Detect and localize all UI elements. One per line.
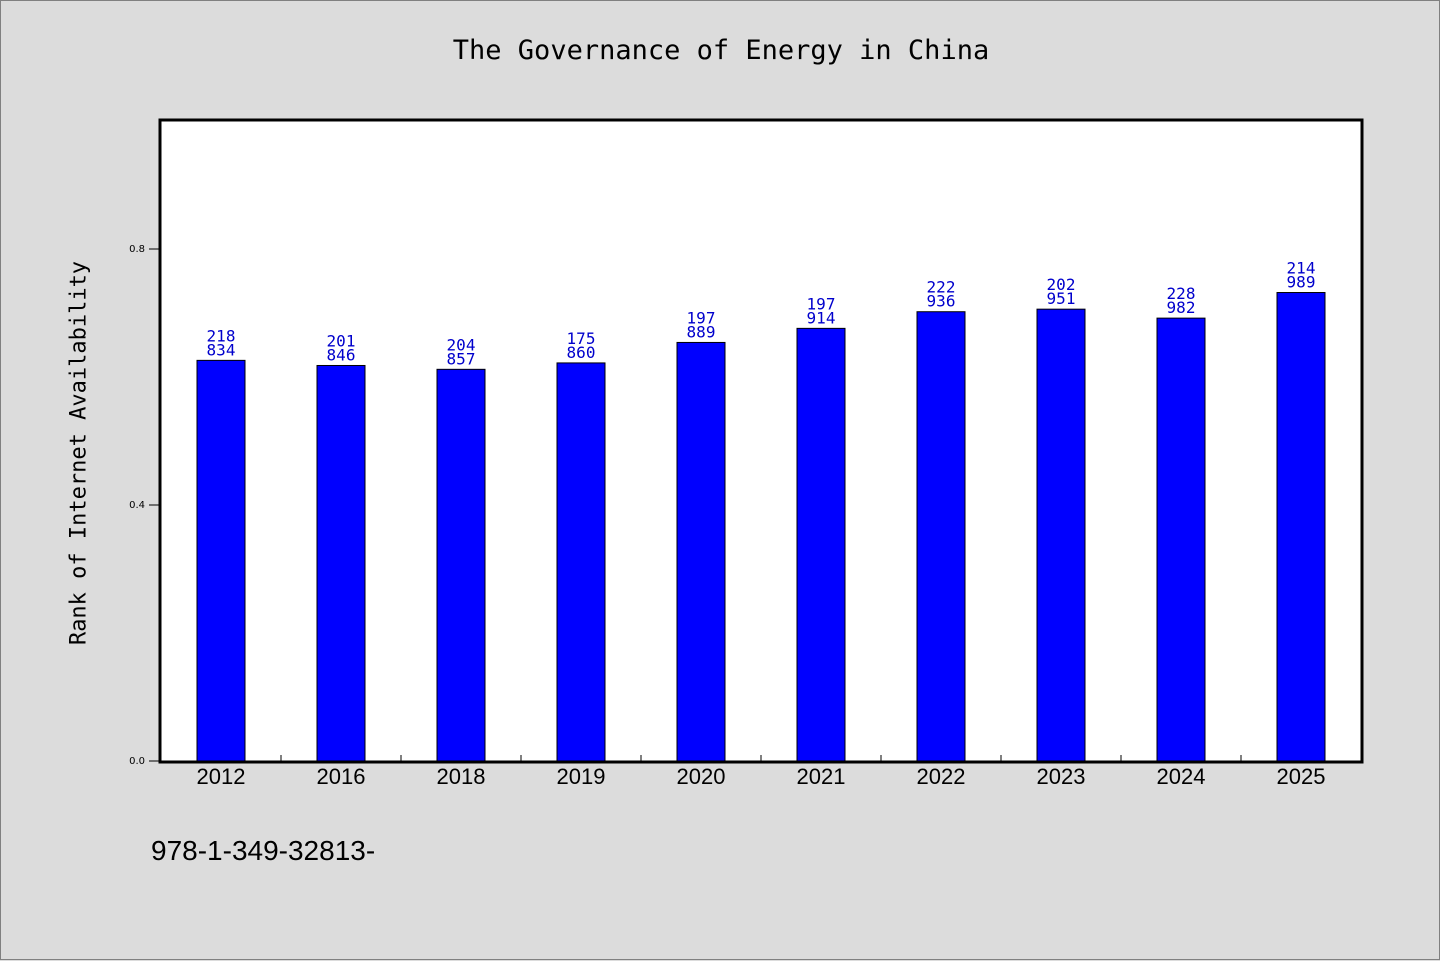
bar-label-bottom: 857 bbox=[447, 349, 476, 368]
y-tick-label: 0.8 bbox=[129, 244, 145, 255]
isbn-label: 978-1-349-32813- bbox=[151, 835, 376, 866]
bar-label-top: 218 bbox=[207, 326, 236, 345]
bar-label-bottom: 982 bbox=[1167, 298, 1196, 317]
x-tick-label: 2023 bbox=[1037, 764, 1086, 789]
bar-2016 bbox=[316, 364, 366, 762]
x-tick-label: 2024 bbox=[1157, 764, 1206, 789]
y-ticks-group: 0.0 0.4 0.8 bbox=[129, 244, 161, 767]
bar-label-bottom: 936 bbox=[927, 292, 956, 311]
x-tick-label: 2025 bbox=[1277, 764, 1326, 789]
bar-2020 bbox=[676, 341, 726, 762]
bar-label-top: 222 bbox=[927, 278, 956, 297]
bar-label-top: 201 bbox=[327, 331, 356, 350]
bar-2024 bbox=[1156, 317, 1206, 762]
x-ticks-group: 2012 2016 2018 2019 2020 2021 2022 2023 2024 2025 bbox=[197, 755, 1326, 789]
bar-label-bottom: 834 bbox=[207, 340, 236, 359]
bar-label-top: 228 bbox=[1167, 284, 1196, 303]
bar-2023 bbox=[1036, 308, 1086, 762]
bar-2025 bbox=[1276, 292, 1326, 762]
bar-label-top: 197 bbox=[687, 308, 716, 327]
bar-2019 bbox=[556, 362, 606, 762]
bar-label-bottom: 860 bbox=[567, 343, 596, 362]
bar-label-top: 214 bbox=[1287, 259, 1316, 278]
x-tick-label: 2021 bbox=[797, 764, 846, 789]
bar-label-bottom: 951 bbox=[1047, 289, 1076, 308]
bar-label-bottom: 846 bbox=[327, 345, 356, 364]
x-tick-label: 2020 bbox=[677, 764, 726, 789]
bar-label-top: 202 bbox=[1047, 275, 1076, 294]
x-tick-label: 2012 bbox=[197, 764, 246, 789]
bar-label-bottom: 914 bbox=[807, 308, 836, 327]
x-tick-label: 2018 bbox=[437, 764, 486, 789]
bar-2018 bbox=[436, 368, 486, 762]
chart-title: The Governance of Energy in China bbox=[452, 35, 990, 66]
bar-2022 bbox=[916, 311, 966, 762]
bar-label-bottom: 889 bbox=[687, 322, 716, 341]
bar-label-top: 197 bbox=[807, 294, 836, 313]
x-tick-label: 2022 bbox=[917, 764, 966, 789]
x-tick-label: 2016 bbox=[317, 764, 366, 789]
x-tick-label: 2019 bbox=[557, 764, 606, 789]
bar-label-top: 204 bbox=[447, 335, 476, 354]
bar-label-bottom: 989 bbox=[1287, 273, 1316, 292]
bar-2012 bbox=[196, 359, 246, 762]
bar-label-top: 175 bbox=[567, 329, 596, 348]
bar-2021 bbox=[796, 327, 846, 762]
y-tick-label: 0.4 bbox=[129, 500, 145, 511]
y-tick-label: 0.0 bbox=[129, 756, 145, 767]
